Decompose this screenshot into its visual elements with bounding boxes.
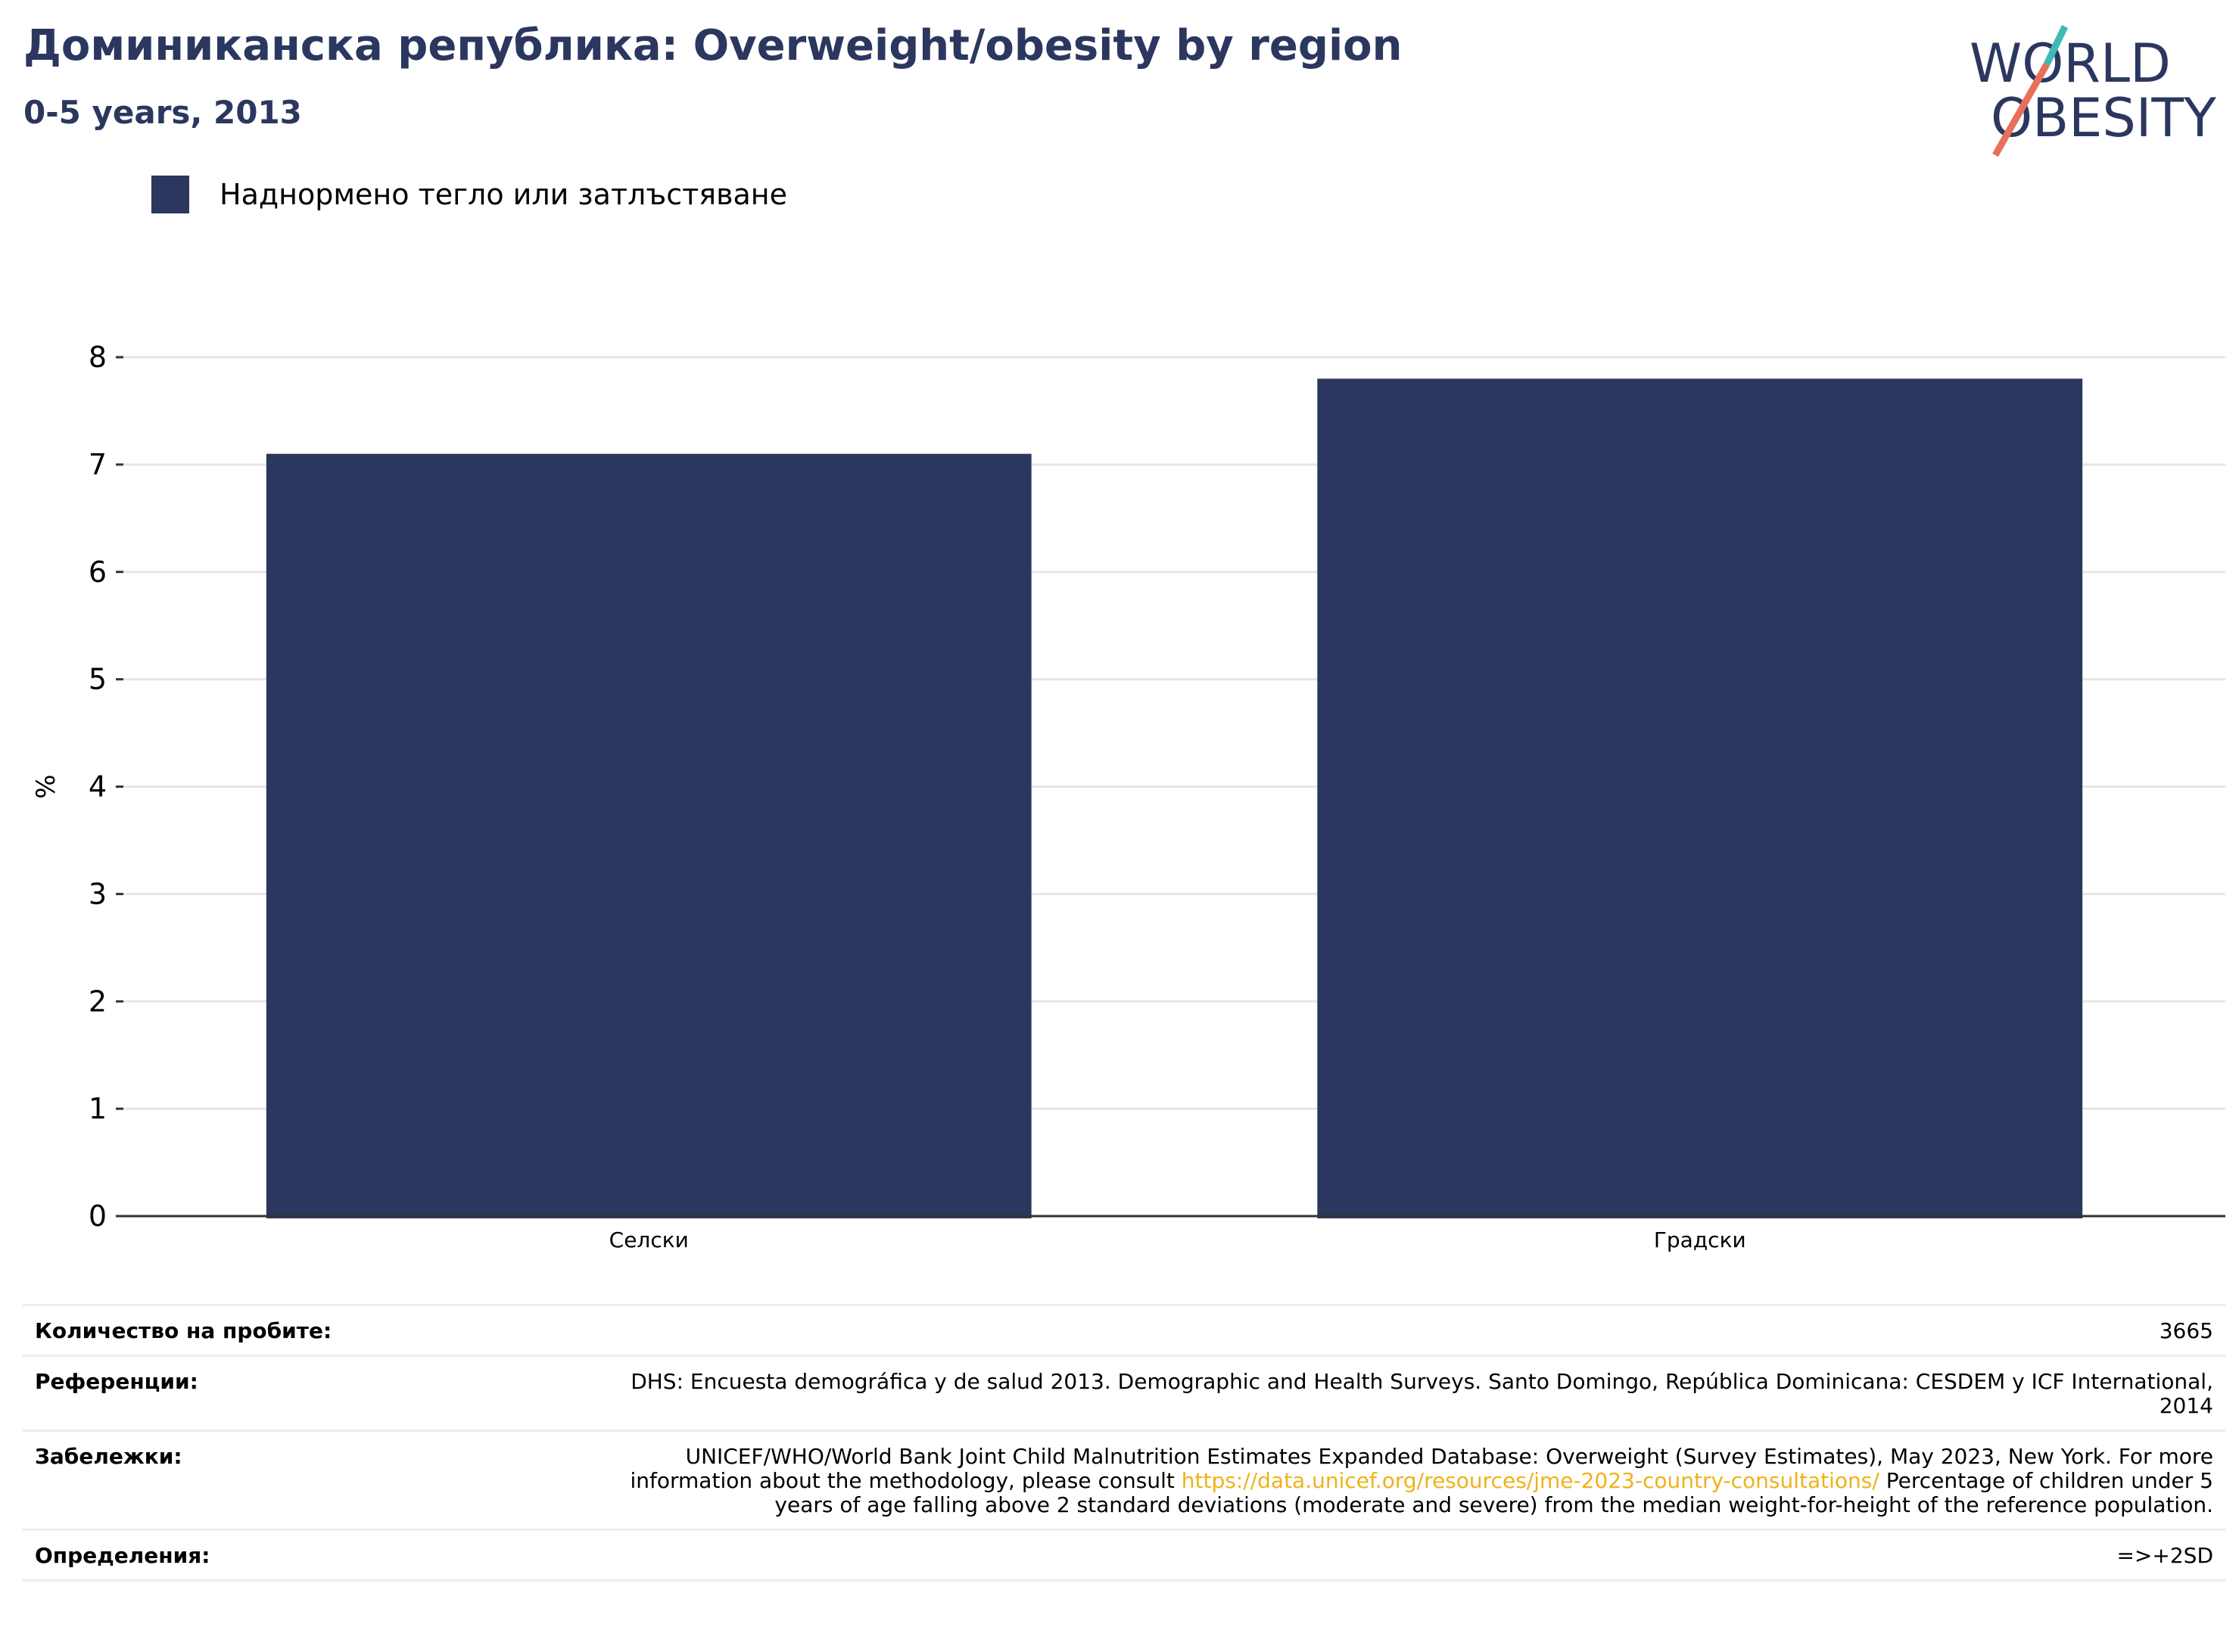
y-tick-label: 6 [89, 555, 107, 589]
y-tick-label: 8 [89, 341, 107, 374]
notes-text-continued: Percentage of children under 5 years of … [774, 1468, 2213, 1517]
y-tick-label: 7 [89, 448, 107, 481]
notes-row: Забележки: UNICEF/WHO/World Bank Joint C… [23, 1432, 2225, 1531]
sample-size-value: 3665 [2159, 1318, 2213, 1343]
notes-label: Забележки: [35, 1444, 182, 1469]
y-tick-label: 1 [89, 1092, 107, 1125]
y-axis-label: % [31, 774, 61, 798]
notes-value: UNICEF/WHO/World Bank Joint Child Malnut… [624, 1444, 2214, 1517]
x-tick-label: Градски [1654, 1227, 1746, 1252]
y-tick-label: 0 [89, 1199, 107, 1233]
world-obesity-logo: WORLD OBESITY [1970, 25, 2216, 157]
bar [266, 453, 1032, 1218]
y-tick-label: 3 [89, 877, 107, 910]
y-tick-label: 2 [89, 985, 107, 1018]
chart-title: Доминиканска република: Overweight/obesi… [23, 21, 1403, 70]
chart-subtitle: 0-5 years, 2013 [23, 94, 302, 131]
legend-swatch [151, 176, 189, 213]
notes-text: UNICEF/WHO/World Bank Joint Child Malnut… [630, 1444, 2214, 1493]
references-label: Референции: [35, 1369, 198, 1394]
methodology-link[interactable]: https://data.unicef.org/resources/jme-20… [1181, 1468, 1879, 1493]
bar-chart: 0 1 2 3 4 5 6 7 8 Селски Градски % [31, 341, 2225, 1252]
references-row: Референции: DHS: Encuesta demográfica y … [23, 1357, 2225, 1432]
sample-size-row: Количество на пробите: 3665 [23, 1306, 2225, 1357]
x-tick-label: Селски [609, 1227, 689, 1252]
references-value: DHS: Encuesta demográfica y de salud 201… [631, 1369, 2213, 1418]
definitions-row: Определения: =>+2SD [23, 1531, 2225, 1582]
chart-legend: Наднормено тегло или затлъстяване [151, 176, 787, 213]
y-tick-label: 5 [89, 663, 107, 696]
y-tick-label: 4 [89, 770, 107, 804]
definitions-value: =>+2SD [2116, 1543, 2213, 1568]
sample-size-label: Количество на пробите: [35, 1318, 332, 1343]
bar [1317, 378, 2083, 1218]
definitions-label: Определения: [35, 1543, 210, 1568]
legend-label: Наднормено тегло или затлъстяване [220, 178, 787, 211]
svg-text:WORLD: WORLD [1970, 33, 2171, 95]
info-table: Количество на пробите: 3665 Референции: … [23, 1304, 2225, 1582]
